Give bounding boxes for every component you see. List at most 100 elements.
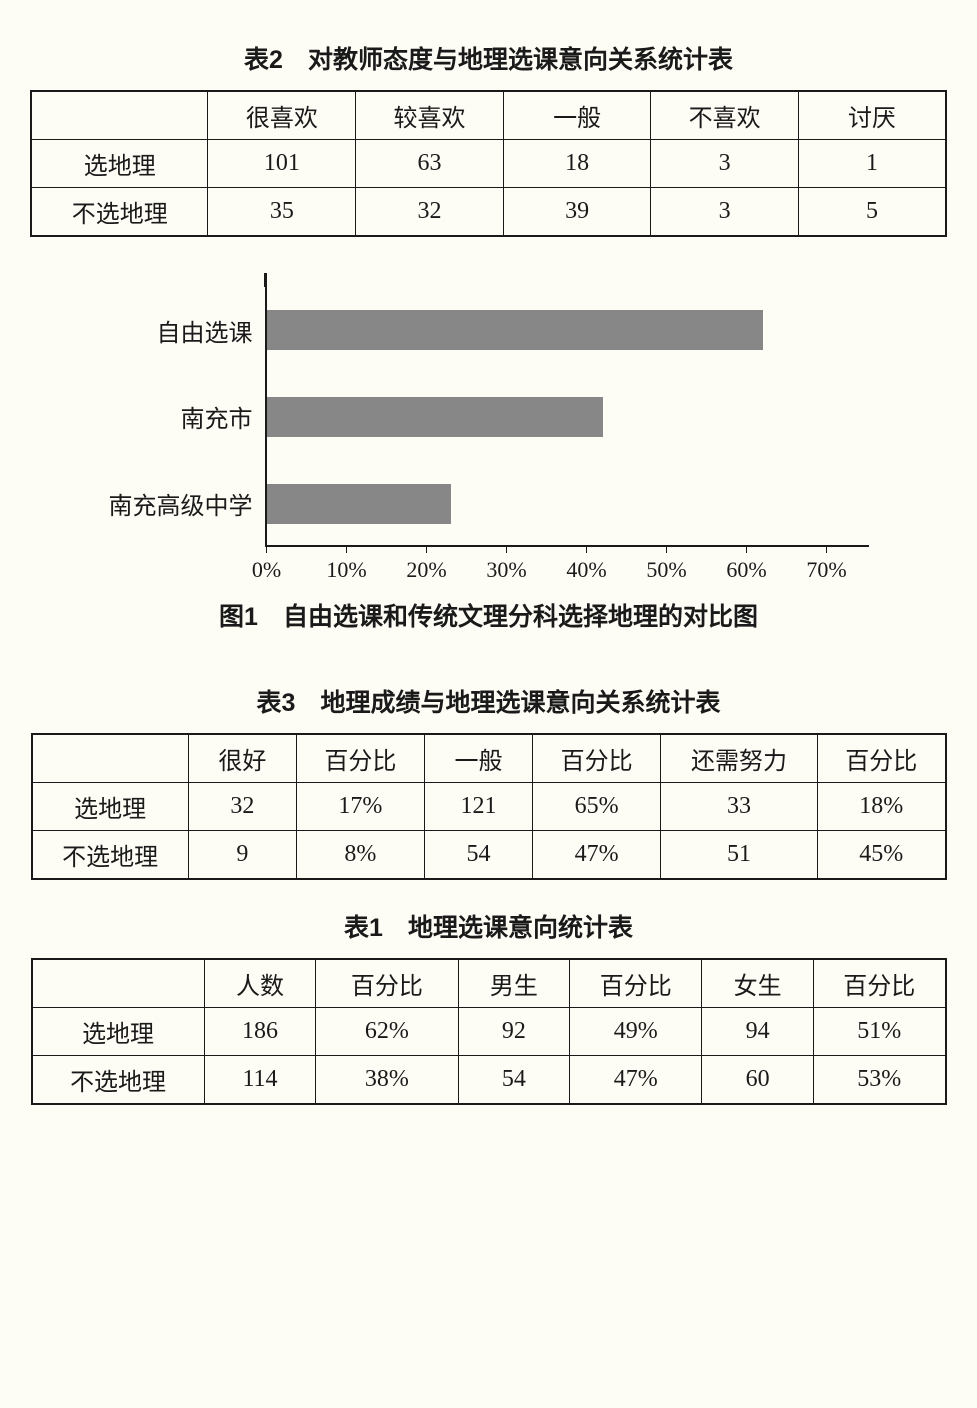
table1-header-cell: 百分比: [813, 959, 945, 1008]
table3-header-cell: 百分比: [533, 734, 661, 783]
table1-header-cell: 男生: [458, 959, 570, 1008]
figure1-tick: [666, 545, 667, 553]
table1-cell: 38%: [316, 1056, 458, 1105]
table3-row: 不选地理 9 8% 54 47% 51 45%: [32, 831, 946, 880]
table2-header-row: 很喜欢 较喜欢 一般 不喜欢 讨厌: [31, 91, 946, 140]
table1-cell: 94: [702, 1008, 814, 1056]
figure1-tick: [586, 545, 587, 553]
table2-cell: 32: [356, 188, 504, 237]
figure1-tick-label: 10%: [326, 557, 366, 583]
figure1-tick-label: 70%: [806, 557, 846, 583]
table3-cell: 54: [424, 831, 532, 880]
table2-header-cell: 很喜欢: [208, 91, 356, 140]
table2-header-cell: 不喜欢: [651, 91, 799, 140]
table1-row-label: 选地理: [32, 1008, 205, 1056]
table1-caption: 表1 地理选课意向统计表: [30, 908, 947, 944]
table1-cell: 53%: [813, 1056, 945, 1105]
figure1-tick: [746, 545, 747, 553]
figure1-tick-label: 40%: [566, 557, 606, 583]
figure1-bar: [267, 484, 451, 524]
table3-caption: 表3 地理成绩与地理选课意向关系统计表: [30, 683, 947, 719]
figure1-tick: [506, 545, 507, 553]
table1-header-row: 人数 百分比 男生 百分比 女生 百分比: [32, 959, 946, 1008]
table2-cell: 101: [208, 140, 356, 188]
table1-cell: 60: [702, 1056, 814, 1105]
table2-row: 选地理 101 63 18 3 1: [31, 140, 946, 188]
figure1-caption: 图1 自由选课和传统文理分科选择地理的对比图: [30, 597, 947, 633]
table3-cell: 17%: [296, 783, 424, 831]
figure1-tick: [266, 545, 267, 553]
table1-cell: 47%: [570, 1056, 702, 1105]
figure1-category-label: 南充高级中学: [109, 486, 253, 521]
table1-header-cell: 百分比: [570, 959, 702, 1008]
table3-cell: 51: [661, 831, 818, 880]
table3-cell: 45%: [817, 831, 945, 880]
table1-cell: 92: [458, 1008, 570, 1056]
figure1-tick: [426, 545, 427, 553]
table2-header-cell: [31, 91, 208, 140]
table1-cell: 62%: [316, 1008, 458, 1056]
table2-row: 不选地理 35 32 39 3 5: [31, 188, 946, 237]
table1-cell: 114: [204, 1056, 316, 1105]
table1-cell: 51%: [813, 1008, 945, 1056]
table1-cell: 54: [458, 1056, 570, 1105]
figure1-bar: [267, 397, 603, 437]
figure1-tick-label: 50%: [646, 557, 686, 583]
table2-header-cell: 较喜欢: [356, 91, 504, 140]
table2-cell: 18: [503, 140, 651, 188]
table1-row: 选地理 186 62% 92 49% 94 51%: [32, 1008, 946, 1056]
table1-header-cell: 百分比: [316, 959, 458, 1008]
figure1-tick-label: 30%: [486, 557, 526, 583]
table3-header-cell: 百分比: [817, 734, 945, 783]
table3-header-cell: 百分比: [296, 734, 424, 783]
table3-cell: 121: [424, 783, 532, 831]
figure1-category-label: 自由选课: [109, 313, 253, 348]
figure1-tick-label: 20%: [406, 557, 446, 583]
table1-header-cell: 人数: [204, 959, 316, 1008]
table2-header-cell: 一般: [503, 91, 651, 140]
figure1: 自由选课 南充市 南充高级中学 0%10%20%30%40%50%60%70%: [109, 287, 869, 547]
figure1-tick-label: 60%: [726, 557, 766, 583]
table3-cell: 8%: [296, 831, 424, 880]
table2-cell: 3: [651, 188, 799, 237]
table1-row: 不选地理 114 38% 54 47% 60 53%: [32, 1056, 946, 1105]
table3-cell: 32: [188, 783, 296, 831]
table3-header-cell: [32, 734, 189, 783]
table3-cell: 9: [188, 831, 296, 880]
table1-header-cell: [32, 959, 205, 1008]
figure1-category-label: 南充市: [109, 399, 253, 434]
table2-cell: 1: [798, 140, 946, 188]
figure1-tick: [346, 545, 347, 553]
table3-header-row: 很好 百分比 一般 百分比 还需努力 百分比: [32, 734, 946, 783]
table2-cell: 63: [356, 140, 504, 188]
table3-row-label: 不选地理: [32, 831, 189, 880]
table1-cell: 49%: [570, 1008, 702, 1056]
table1-cell: 186: [204, 1008, 316, 1056]
figure1-tick-label: 0%: [252, 557, 281, 583]
table1: 人数 百分比 男生 百分比 女生 百分比 选地理 186 62% 92 49% …: [31, 958, 947, 1105]
table3-header-cell: 一般: [424, 734, 532, 783]
table3-row: 选地理 32 17% 121 65% 33 18%: [32, 783, 946, 831]
table2-cell: 39: [503, 188, 651, 237]
table2-row-label: 选地理: [31, 140, 208, 188]
table1-row-label: 不选地理: [32, 1056, 205, 1105]
figure1-y-labels: 自由选课 南充市 南充高级中学: [109, 287, 265, 547]
table3: 很好 百分比 一般 百分比 还需努力 百分比 选地理 32 17% 121 65…: [31, 733, 947, 880]
table3-header-cell: 很好: [188, 734, 296, 783]
table2-cell: 3: [651, 140, 799, 188]
table3-cell: 65%: [533, 783, 661, 831]
table3-cell: 18%: [817, 783, 945, 831]
table3-cell: 47%: [533, 831, 661, 880]
table2: 很喜欢 较喜欢 一般 不喜欢 讨厌 选地理 101 63 18 3 1 不选地理…: [30, 90, 947, 237]
table2-header-cell: 讨厌: [798, 91, 946, 140]
table1-header-cell: 女生: [702, 959, 814, 1008]
table2-cell: 5: [798, 188, 946, 237]
table3-cell: 33: [661, 783, 818, 831]
table2-cell: 35: [208, 188, 356, 237]
table3-header-cell: 还需努力: [661, 734, 818, 783]
table3-row-label: 选地理: [32, 783, 189, 831]
table2-caption: 表2 对教师态度与地理选课意向关系统计表: [30, 40, 947, 76]
table2-row-label: 不选地理: [31, 188, 208, 237]
figure1-plot-area: 0%10%20%30%40%50%60%70%: [265, 287, 869, 547]
figure1-bar: [267, 310, 763, 350]
